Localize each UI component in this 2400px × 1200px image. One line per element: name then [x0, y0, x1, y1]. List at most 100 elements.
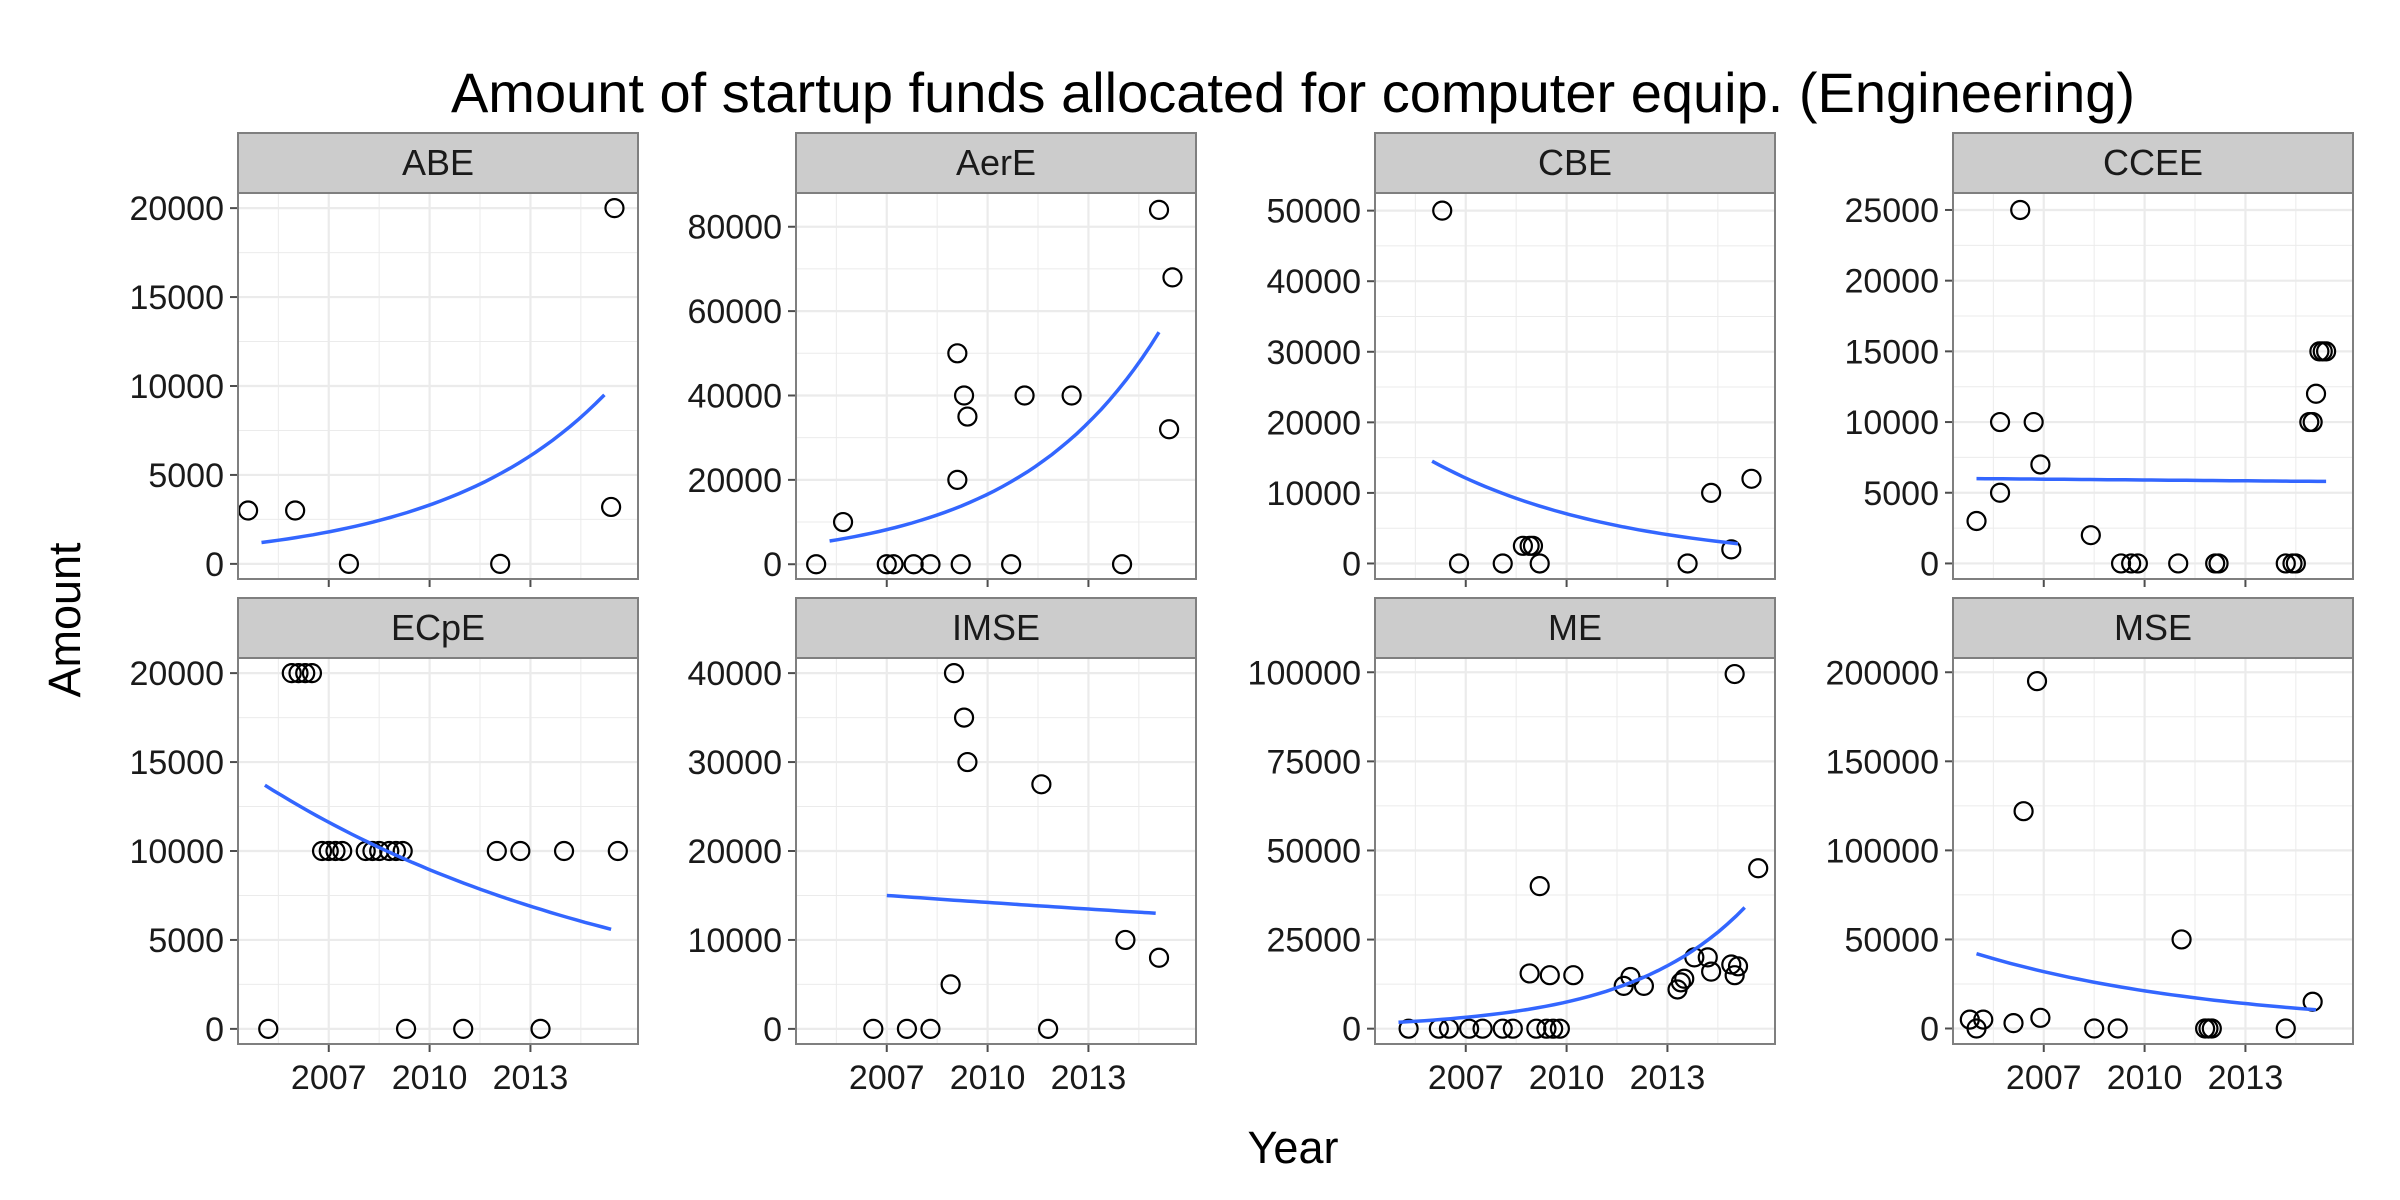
x-tick-label: 2013	[1630, 1059, 1706, 1097]
data-point	[1448, 553, 1470, 574]
trend-line	[263, 783, 612, 931]
y-tick-label: 150000	[1826, 743, 1939, 781]
y-tick-label: 15000	[129, 279, 224, 317]
facet-panel-abe: ABE 0 5000 10000 15000 20000	[129, 132, 639, 587]
y-tick-label: 20000	[129, 655, 224, 693]
data-point	[1697, 947, 1718, 968]
y-tick-label: 100000	[1248, 654, 1361, 692]
data-point	[1031, 774, 1052, 795]
data-point	[947, 469, 968, 490]
data-point	[530, 1018, 551, 1039]
facet-panel-imse: IMSE 0 10000 20000 30000 40000 2007 2010 2013	[687, 597, 1197, 1097]
data-point	[604, 198, 625, 219]
data-point	[1061, 385, 1082, 406]
data-point	[903, 554, 924, 575]
data-point	[338, 553, 360, 574]
data-point	[883, 554, 904, 575]
y-tick-label: 20000	[129, 190, 224, 228]
data-point	[806, 554, 827, 575]
data-point	[325, 840, 346, 862]
data-point	[318, 840, 339, 862]
trend-line	[1976, 476, 2327, 484]
trend-line	[829, 331, 1161, 543]
y-tick-label: 0	[1920, 1011, 1939, 1049]
y-tick-label: 15000	[1844, 333, 1939, 371]
y-tick-label: 10000	[1266, 475, 1361, 513]
data-point	[2127, 553, 2148, 574]
facet-strip-label: CBE	[1538, 142, 1612, 183]
data-point	[2201, 1018, 2222, 1039]
data-point	[1502, 1018, 1523, 1039]
data-point	[1536, 1018, 1557, 1039]
data-point	[1014, 385, 1035, 406]
trend-line	[1431, 459, 1739, 546]
y-tick-label: 60000	[687, 293, 782, 331]
data-point	[1563, 965, 1584, 986]
y-tick-label: 10000	[129, 368, 224, 406]
data-point	[832, 511, 854, 533]
data-point	[920, 1018, 941, 1039]
facet-panel-ecpe: ECpE 0 5000 10000 15000 20000 2007 2010 2013	[129, 597, 639, 1097]
data-point	[1748, 858, 1769, 879]
data-point	[395, 1018, 417, 1039]
y-tick-label: 0	[205, 546, 224, 584]
data-point	[2208, 553, 2229, 574]
y-tick-label: 0	[763, 1011, 782, 1049]
y-tick-label: 20000	[1844, 263, 1939, 301]
data-point	[2302, 411, 2323, 433]
trend-line	[261, 393, 606, 545]
data-point	[1966, 510, 1987, 532]
facet-strip-label: ME	[1548, 607, 1602, 648]
x-tick-label: 2013	[2208, 1059, 2284, 1097]
data-point	[1670, 972, 1691, 993]
panel-background	[796, 193, 1196, 579]
data-point	[953, 385, 975, 406]
panel-border	[795, 192, 1197, 580]
data-point	[1989, 411, 2011, 433]
data-point	[332, 840, 353, 862]
data-point	[1162, 267, 1183, 288]
data-point	[943, 663, 965, 684]
data-point	[940, 974, 961, 995]
data-point	[1472, 1018, 1493, 1039]
y-tick-label: 80000	[687, 209, 782, 247]
panel-background	[1953, 193, 2353, 579]
data-point	[863, 1018, 884, 1039]
y-tick-label: 30000	[1266, 334, 1361, 372]
data-point	[2316, 341, 2337, 362]
panel-border	[1374, 192, 1776, 580]
y-tick-label: 10000	[129, 833, 224, 871]
y-tick-label: 20000	[687, 833, 782, 871]
y-tick-label: 20000	[1266, 404, 1361, 442]
data-point	[947, 343, 968, 364]
y-tick-label: 20000	[687, 462, 782, 500]
data-point	[957, 751, 978, 773]
y-tick-label: 10000	[1844, 404, 1939, 442]
y-tick-label: 0	[205, 1011, 224, 1049]
facet-panel-me: ME 0 25000 50000 75000 100000 2007 2010 2013	[1248, 597, 1776, 1097]
data-point	[1539, 965, 1560, 986]
data-point	[1148, 947, 1170, 968]
data-point	[288, 663, 309, 684]
y-tick-label: 50000	[1266, 832, 1361, 870]
x-tick-label: 2007	[1428, 1059, 1504, 1097]
data-point	[553, 840, 575, 862]
facet-strip-label: IMSE	[952, 607, 1040, 648]
data-point	[1721, 539, 1742, 560]
data-point	[1529, 553, 1550, 574]
data-point	[950, 554, 971, 575]
chart-title: Amount of startup funds allocated for co…	[451, 61, 2135, 124]
y-tick-label: 75000	[1266, 743, 1361, 781]
data-point	[1724, 965, 1745, 986]
trend-line	[886, 893, 1156, 916]
data-point	[362, 840, 383, 862]
data-point	[311, 840, 333, 862]
data-point	[2121, 553, 2142, 574]
data-point	[1001, 554, 1022, 575]
data-point	[2030, 1007, 2051, 1028]
panel-border	[237, 192, 639, 580]
data-point	[1724, 663, 1745, 685]
data-point	[2110, 553, 2132, 574]
facet-strip	[795, 597, 1197, 659]
